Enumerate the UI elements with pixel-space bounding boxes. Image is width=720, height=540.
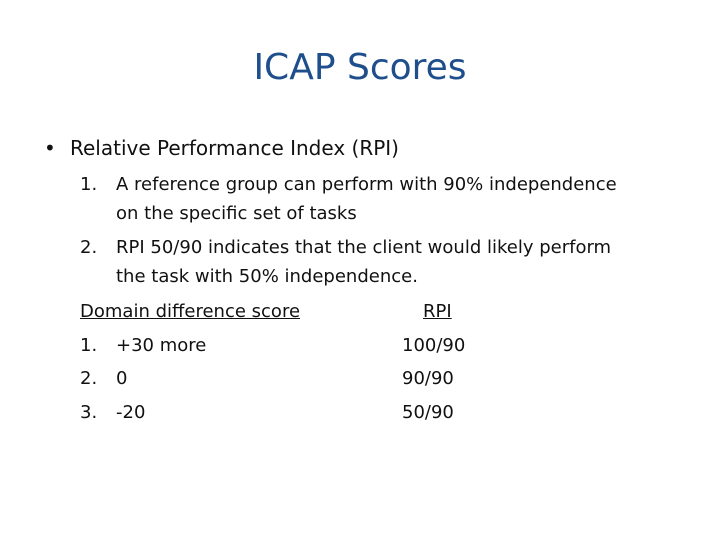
- bullet-text: Relative Performance Index (RPI): [70, 136, 399, 160]
- table-row-score: +30 more: [116, 335, 207, 356]
- table-header-rpi: RPI: [423, 301, 452, 322]
- numbered-item-text: RPI 50/90 indicates that the client woul…: [116, 237, 612, 258]
- bullet-item: • Relative Performance Index (RPI): [44, 133, 399, 163]
- numbered-item-marker: 1.: [80, 174, 98, 195]
- numbered-item-continuation-text: on the specific set of tasks: [116, 203, 357, 224]
- table-row-rpi: 50/90: [402, 402, 454, 423]
- table-row-rpi: 100/90: [402, 335, 466, 356]
- bullet-marker: •: [44, 136, 56, 160]
- table-row-marker: 3.: [80, 402, 98, 423]
- slide-title: ICAP Scores: [253, 47, 467, 88]
- numbered-item-marker: 2.: [80, 237, 98, 258]
- table-row-marker: 2.: [80, 368, 98, 389]
- numbered-item-continuation-text: the task with 50% independence.: [116, 266, 418, 287]
- table-row-marker: 1.: [80, 335, 98, 356]
- table-row-score: -20: [116, 402, 146, 423]
- table-header-score: Domain difference score: [80, 301, 301, 322]
- numbered-item-text: A reference group can perform with 90% i…: [116, 174, 617, 195]
- table-row-rpi: 90/90: [402, 368, 454, 389]
- table-row-score: 0: [116, 368, 128, 389]
